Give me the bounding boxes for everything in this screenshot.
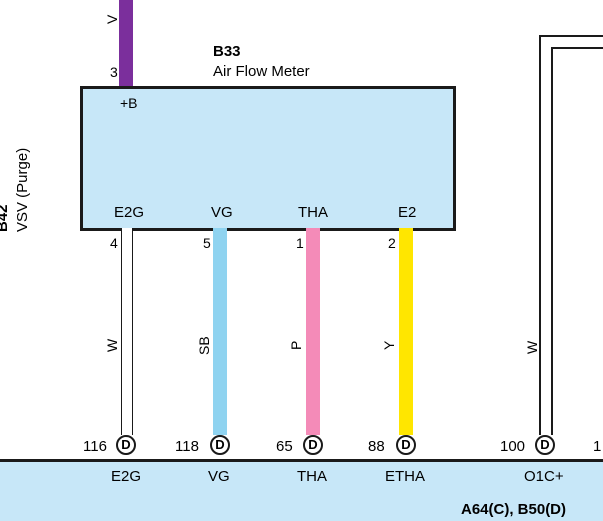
sensor-pin-5: 5 bbox=[203, 235, 211, 251]
ecu-terminal-tha: THA bbox=[297, 468, 327, 485]
ecu-pin-88: 88 bbox=[368, 438, 385, 455]
wire-tha-pink bbox=[306, 228, 320, 435]
ecu-terminal-e2g: E2G bbox=[111, 468, 142, 485]
wire-vg-sky-blue bbox=[213, 228, 227, 435]
right-wire-color-code: W bbox=[524, 340, 540, 354]
supply-label: +B bbox=[120, 95, 138, 111]
right-wire-inner-horizontal bbox=[551, 47, 603, 49]
ecu-pin-100: 100 bbox=[500, 438, 526, 455]
top-wire-color-code: V bbox=[104, 14, 120, 24]
ecu-connector-bar: E2G VG THA ETHA O1C+ A64(C), B50(D) bbox=[0, 459, 603, 521]
wire-e2-color-code: Y bbox=[381, 340, 397, 350]
wire-vg-color-code: SB bbox=[196, 336, 212, 355]
ecu-terminal-etha: ETHA bbox=[385, 468, 426, 485]
ecu-label: A64(C), B50(D) bbox=[461, 501, 567, 518]
sensor-pin-1: 1 bbox=[296, 235, 304, 251]
ecu-terminal-o1c: O1C+ bbox=[524, 468, 564, 485]
right-wire-inner-vertical bbox=[551, 47, 553, 435]
ecu-pin-partial: 1 bbox=[593, 438, 602, 455]
component-id: B33 bbox=[213, 43, 241, 60]
component-name: Air Flow Meter bbox=[213, 63, 310, 80]
ecu-pin-118: 118 bbox=[175, 438, 199, 455]
sensor-pin-2: 2 bbox=[388, 235, 396, 251]
wire-e2g-color-code: W bbox=[104, 338, 120, 352]
wire-tha-color-code: P bbox=[288, 340, 304, 350]
sensor-terminal-e2: E2 bbox=[398, 204, 417, 221]
sensor-terminal-vg: VG bbox=[211, 204, 233, 221]
connector-d-e2g: D bbox=[116, 435, 136, 455]
wire-e2-yellow bbox=[399, 228, 413, 435]
connector-d-etha: D bbox=[396, 435, 416, 455]
side-component-id: B42 bbox=[0, 204, 11, 232]
sensor-terminal-e2g: E2G bbox=[114, 204, 145, 221]
air-flow-meter-box: +B E2G VG THA E2 bbox=[80, 86, 456, 231]
connector-d-vg: D bbox=[210, 435, 230, 455]
top-wire-violet bbox=[119, 0, 133, 87]
ecu-terminal-vg: VG bbox=[208, 468, 230, 485]
wire-e2g-white bbox=[121, 228, 133, 435]
top-wire-pin: 3 bbox=[110, 64, 118, 80]
connector-d-o1c: D bbox=[535, 435, 555, 455]
right-wire-outer-horizontal bbox=[539, 35, 603, 37]
ecu-pin-65: 65 bbox=[276, 438, 293, 455]
sensor-terminal-tha: THA bbox=[298, 204, 328, 221]
sensor-pin-4: 4 bbox=[110, 235, 118, 251]
ecu-pin-116: 116 bbox=[83, 438, 107, 455]
side-component-name: VSV (Purge) bbox=[14, 147, 31, 232]
right-wire-outer-vertical bbox=[539, 35, 541, 435]
connector-d-tha: D bbox=[303, 435, 323, 455]
